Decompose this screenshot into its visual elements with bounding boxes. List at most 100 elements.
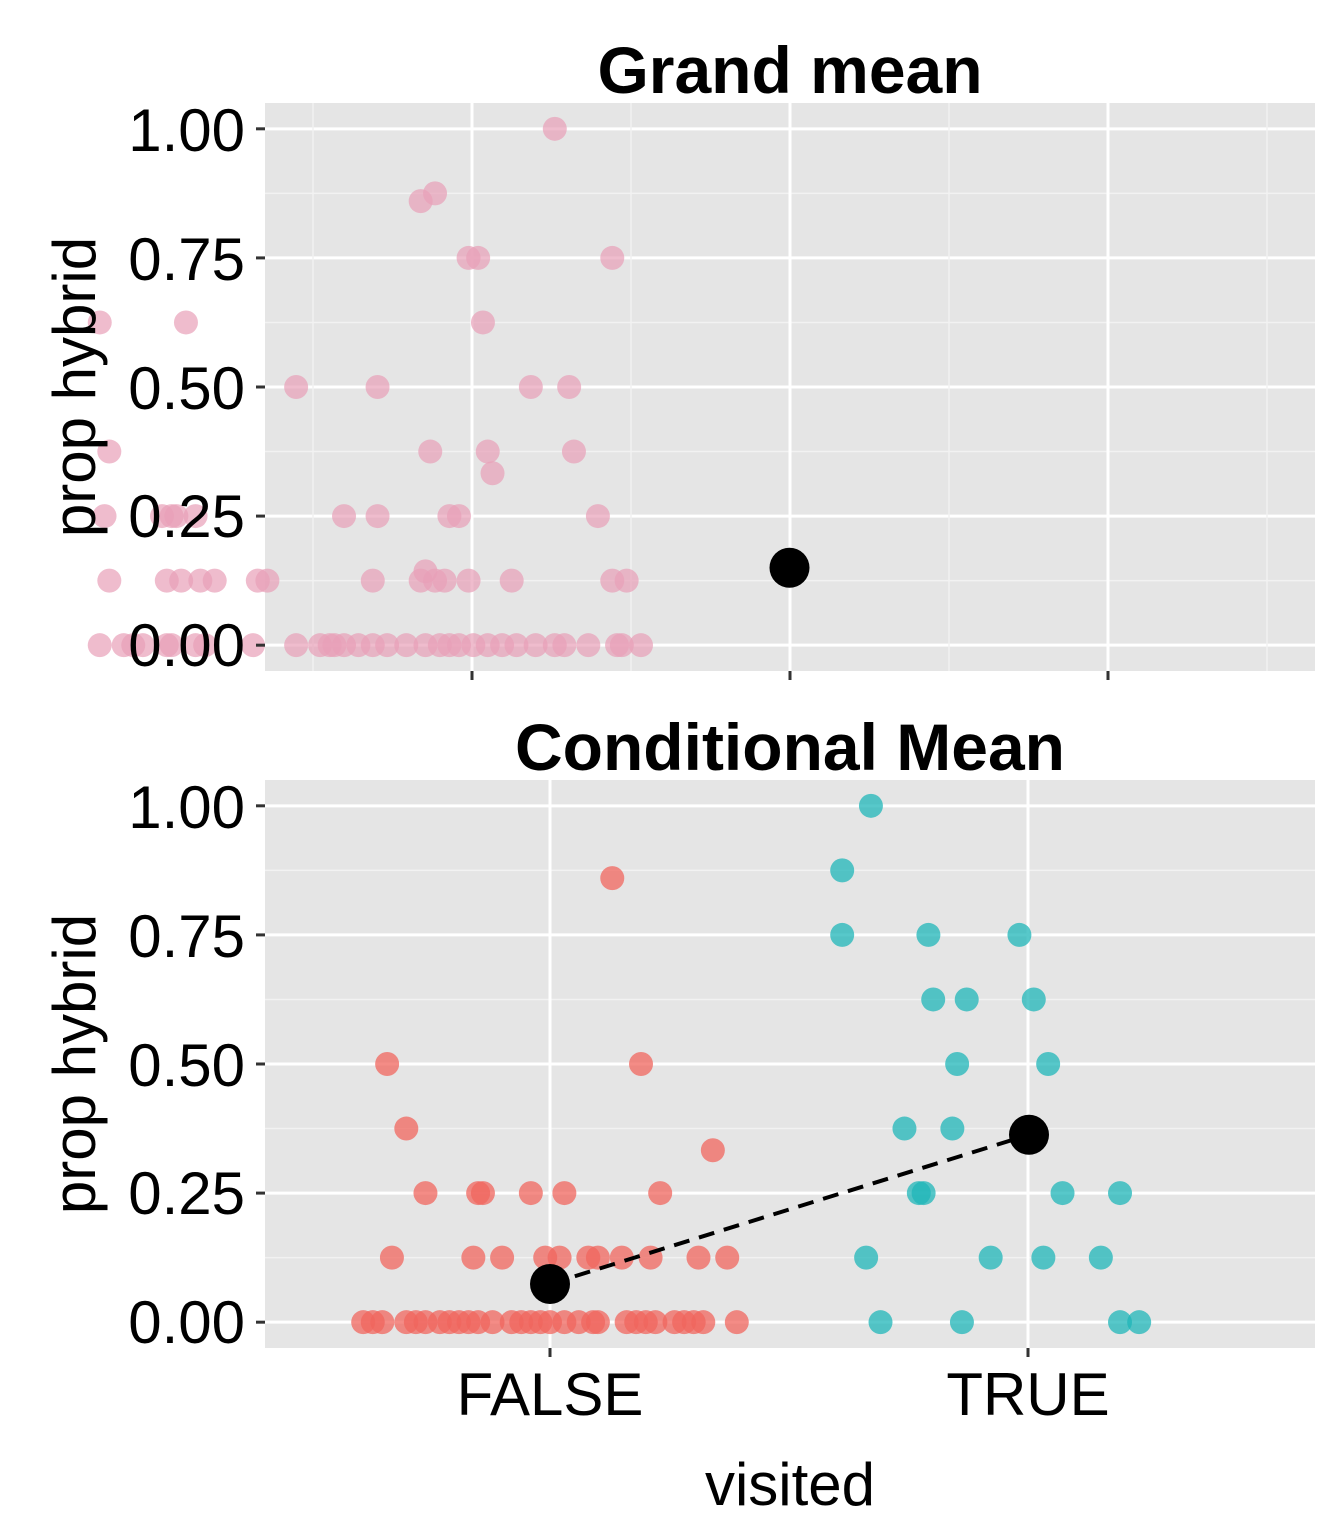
- data-point: [241, 633, 266, 658]
- data-point: [284, 633, 309, 658]
- data-point: [255, 568, 280, 593]
- data-point: [480, 461, 505, 486]
- data-point: [518, 375, 543, 399]
- data-point-true: [858, 793, 883, 818]
- y-tick-label: 0.75: [128, 226, 245, 293]
- data-point: [169, 568, 194, 593]
- y-axis-label: prop hybrid: [41, 237, 108, 537]
- data-point: [360, 568, 385, 593]
- data-point: [159, 633, 184, 658]
- data-point-true: [978, 1245, 1003, 1270]
- mean-point-false: [530, 1263, 570, 1304]
- y-tick-label: 0.25: [128, 1160, 245, 1227]
- gridlines: [265, 780, 1315, 1348]
- data-point-false: [370, 1310, 395, 1335]
- grand-mean-point: [769, 547, 810, 588]
- data-point: [87, 633, 112, 658]
- data-point: [97, 439, 122, 464]
- data-point: [423, 181, 448, 206]
- data-point: [629, 633, 654, 658]
- data-point: [576, 633, 601, 658]
- data-point-true: [916, 922, 941, 947]
- data-point: [466, 245, 491, 270]
- mean-point-true: [1009, 1114, 1049, 1155]
- data-point-false: [490, 1245, 515, 1270]
- data-point-true: [940, 1116, 965, 1141]
- data-point-false: [379, 1245, 404, 1270]
- data-point-true: [949, 1310, 974, 1335]
- data-point-false: [700, 1138, 725, 1163]
- data-point: [504, 633, 529, 658]
- data-point-true: [954, 987, 979, 1012]
- data-point-true: [1031, 1245, 1056, 1270]
- data-point-false: [394, 1116, 419, 1141]
- data-point: [193, 633, 218, 658]
- data-point: [600, 245, 625, 270]
- data-point: [542, 116, 567, 141]
- y-tick-label: 0.00: [128, 1289, 245, 1356]
- data-point-true: [854, 1245, 879, 1270]
- y-axis: 1.00 0.75 0.50 0.25 0.00: [128, 97, 1110, 680]
- data-point-true: [1127, 1310, 1152, 1335]
- panel-conditional-mean: 1.00 0.75 0.50 0.25 0.00 FALSE TRUE Cond…: [41, 710, 1315, 1518]
- x-axis-label: visited: [705, 1451, 875, 1518]
- data-point: [365, 504, 390, 529]
- data-point-false: [609, 1245, 634, 1270]
- data-point: [609, 633, 634, 658]
- data-point-true: [1108, 1310, 1133, 1335]
- data-point: [365, 375, 390, 399]
- data-point: [183, 504, 208, 529]
- y-tick-label: 0.00: [128, 612, 245, 679]
- y-tick-label: 0.25: [128, 483, 245, 550]
- data-point-false: [629, 1052, 654, 1076]
- chart-title: Grand mean: [597, 33, 982, 107]
- y-tick-label: 1.00: [128, 774, 245, 841]
- data-point-false: [691, 1310, 716, 1335]
- data-point-false: [413, 1181, 438, 1206]
- data-point: [164, 504, 189, 529]
- data-point-false: [686, 1245, 711, 1270]
- data-point: [585, 504, 610, 529]
- data-point-false: [648, 1181, 673, 1206]
- data-point: [332, 504, 357, 529]
- x-tick-label-true: TRUE: [946, 1361, 1109, 1428]
- data-point-true: [921, 987, 946, 1012]
- data-point: [130, 633, 155, 658]
- data-point-true: [830, 922, 855, 947]
- y-tick-label: 0.50: [128, 1032, 245, 1099]
- data-point-true: [1050, 1181, 1075, 1206]
- y-axis: 1.00 0.75 0.50 0.25 0.00: [128, 774, 1030, 1357]
- data-point: [475, 439, 500, 464]
- data-point-true: [1007, 922, 1032, 947]
- mean-connector-line: [549, 1132, 1030, 1286]
- data-point: [523, 633, 548, 658]
- data-points: [351, 793, 1152, 1335]
- data-point: [432, 568, 457, 593]
- data-point: [394, 633, 419, 658]
- y-tick-label: 0.50: [128, 355, 245, 422]
- data-point: [446, 504, 471, 529]
- data-point: [418, 439, 443, 464]
- data-point-true: [1021, 987, 1046, 1012]
- data-point-false: [600, 866, 625, 891]
- data-point-false: [552, 1181, 577, 1206]
- data-point-true: [892, 1116, 917, 1141]
- data-point: [456, 568, 481, 593]
- data-point: [87, 310, 112, 335]
- data-point-false: [547, 1245, 572, 1270]
- data-point: [557, 375, 582, 399]
- data-point-false: [518, 1181, 543, 1206]
- data-point-false: [470, 1181, 495, 1206]
- data-points: [87, 116, 810, 658]
- data-point: [614, 568, 639, 593]
- data-point-false: [643, 1310, 668, 1335]
- data-point-true: [945, 1052, 970, 1076]
- y-tick-label: 1.00: [128, 97, 245, 164]
- x-tick-label-false: FALSE: [457, 1361, 644, 1428]
- data-point: [173, 310, 198, 335]
- data-point-false: [375, 1052, 400, 1076]
- data-point-false: [461, 1245, 486, 1270]
- data-point-true: [868, 1310, 893, 1335]
- data-point: [561, 439, 586, 464]
